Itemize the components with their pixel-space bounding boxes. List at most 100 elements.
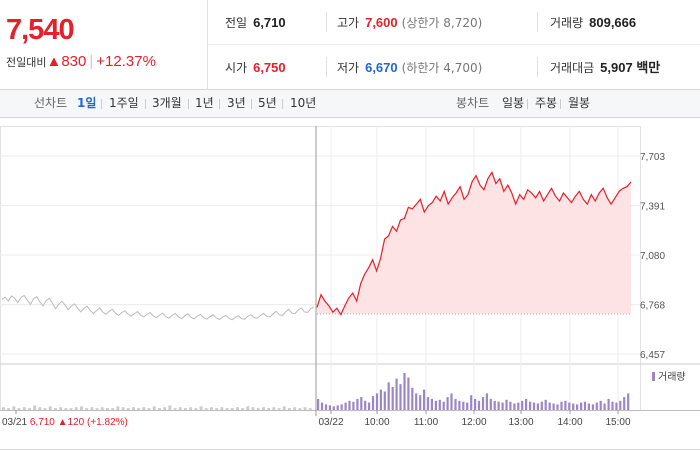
prev-day-volume-bar — [230, 408, 234, 410]
today-area — [317, 172, 631, 314]
volume-bar — [529, 401, 532, 410]
prev-day-volume-bar — [199, 406, 203, 410]
today-price-line — [316, 171, 632, 316]
prev-day-volume-bar — [178, 407, 182, 410]
volume-bar — [505, 399, 508, 410]
prev-day-arrow-icon: ▲ — [58, 417, 68, 428]
volume-bar — [509, 401, 512, 410]
prev-day-volume-bar — [43, 408, 47, 410]
chart-labels: 7,703 7,391 7,080 6,768 6,457 03/22 10:00 11:00… — [2, 152, 686, 428]
volume-bar — [434, 400, 437, 411]
tab-1w[interactable]: 1주일 — [109, 96, 139, 110]
prev-day-volume-bar — [147, 408, 151, 410]
volume-bar — [583, 401, 587, 410]
volume-bar — [572, 403, 575, 410]
prev-day-close: 6,710 — [30, 417, 58, 428]
prev-day-volume-bar — [116, 406, 120, 410]
today-area-fill — [317, 172, 631, 314]
volume-bar — [458, 400, 461, 411]
tab-3y[interactable]: 3년 — [227, 96, 246, 110]
volume-bar — [352, 401, 355, 410]
volume-bar — [348, 400, 351, 411]
volume-bar — [356, 398, 359, 410]
volume-bar — [607, 398, 610, 410]
prev-day-volume-bar — [282, 406, 286, 410]
prev-day-volume-bar — [288, 408, 291, 410]
volume-bar — [619, 400, 622, 411]
prev-day-volume-bar — [194, 408, 198, 410]
volume-bar — [317, 398, 320, 410]
prev-day-volume-bar — [38, 407, 42, 410]
tab-3m[interactable]: 3개월 — [152, 96, 182, 110]
price-change: 전일대비▲830 | +12.37% — [6, 53, 156, 70]
prev-day-volume-bar — [28, 408, 31, 410]
stats-divider — [326, 12, 327, 32]
volume-bar — [489, 398, 492, 410]
volume-bar — [407, 377, 410, 410]
stats-divider — [537, 12, 538, 32]
volume-bar — [336, 405, 339, 410]
prev-day-volume-bar — [210, 407, 213, 410]
tab-1y[interactable]: 1년 — [195, 96, 214, 110]
volume-bar — [442, 401, 445, 410]
prev-day-volume-bar — [12, 406, 16, 410]
volume-bar — [485, 393, 488, 411]
volume-bar — [544, 399, 547, 410]
volume-bar — [470, 395, 473, 410]
prev-day-rate: (+1.82%) — [87, 417, 128, 428]
volume-bar — [332, 406, 335, 410]
volume-legend-swatch — [652, 372, 655, 381]
prev-day-volume-bar — [132, 407, 135, 410]
tab-weekly-candle[interactable]: 주봉 — [535, 96, 558, 110]
prev-day-volume-bar — [241, 408, 245, 410]
prev-day-volume-bar — [272, 407, 276, 410]
prev-close-label: 전일 — [225, 16, 248, 30]
tab-5y[interactable]: 5년 — [258, 96, 277, 110]
x-tick-label: 10:00 — [364, 417, 389, 428]
volume-bar — [438, 399, 441, 410]
prev-day-volume-bar — [158, 408, 161, 410]
price-chart[interactable]: 7,703 7,391 7,080 6,768 6,457 03/22 10:00 11:00… — [0, 118, 700, 450]
current-price: 7,540 — [6, 14, 75, 46]
volume-bar — [360, 397, 363, 410]
tab-separator — [145, 99, 146, 109]
prev-day-change: 120 — [68, 417, 87, 428]
prev-day-volume-bar — [137, 408, 141, 410]
open-cell: 시가 6,750 — [225, 45, 286, 90]
candle-chart-label: 봉차트 — [456, 96, 490, 110]
tab-separator — [219, 99, 220, 109]
x-tick-label: 12:00 — [461, 417, 486, 428]
prev-day-volume-bar — [33, 405, 37, 410]
volume-bar — [587, 403, 590, 410]
volume-bar — [379, 389, 382, 410]
tab-daily-candle[interactable]: 일봉 — [502, 96, 525, 110]
volume-bar — [568, 402, 571, 410]
volume-bar — [340, 404, 343, 410]
tab-monthly-candle[interactable]: 월봉 — [568, 96, 591, 110]
volume-value: 809,666 — [589, 15, 637, 30]
x-tick-label: 15:00 — [605, 417, 630, 428]
volume-bar — [454, 398, 457, 410]
open-value: 6,750 — [253, 60, 286, 75]
tab-separator — [282, 99, 283, 109]
y-tick-label: 7,703 — [640, 152, 665, 163]
prev-day-volume-bar — [152, 406, 156, 410]
volume-bar — [615, 402, 618, 410]
tab-1d[interactable]: 1일 — [77, 96, 97, 110]
prev-day-volume-bar — [85, 408, 89, 410]
volume-label: 거래량 — [550, 16, 584, 30]
prev-day-volume-bar — [126, 408, 130, 410]
prev-day-volume-bar — [80, 406, 83, 410]
volume-bar — [525, 398, 528, 410]
lower-limit: (하한가 4,700) — [401, 61, 483, 75]
prev-day-volume-bar — [262, 407, 265, 410]
volume-bar — [446, 397, 449, 410]
volume-bar — [548, 402, 551, 410]
stats-row-1: 전일 6,710 고가 7,600 (상한가 8,720) 거래량 809,666 — [208, 0, 700, 45]
volume-bar — [595, 402, 598, 410]
tab-10y[interactable]: 10년 — [290, 96, 317, 110]
prev-day-volume-bar — [277, 408, 281, 410]
upper-limit: (상한가 8,720) — [401, 16, 483, 30]
prev-close-value: 6,710 — [253, 15, 286, 30]
prev-day-volume-bar — [251, 407, 255, 410]
